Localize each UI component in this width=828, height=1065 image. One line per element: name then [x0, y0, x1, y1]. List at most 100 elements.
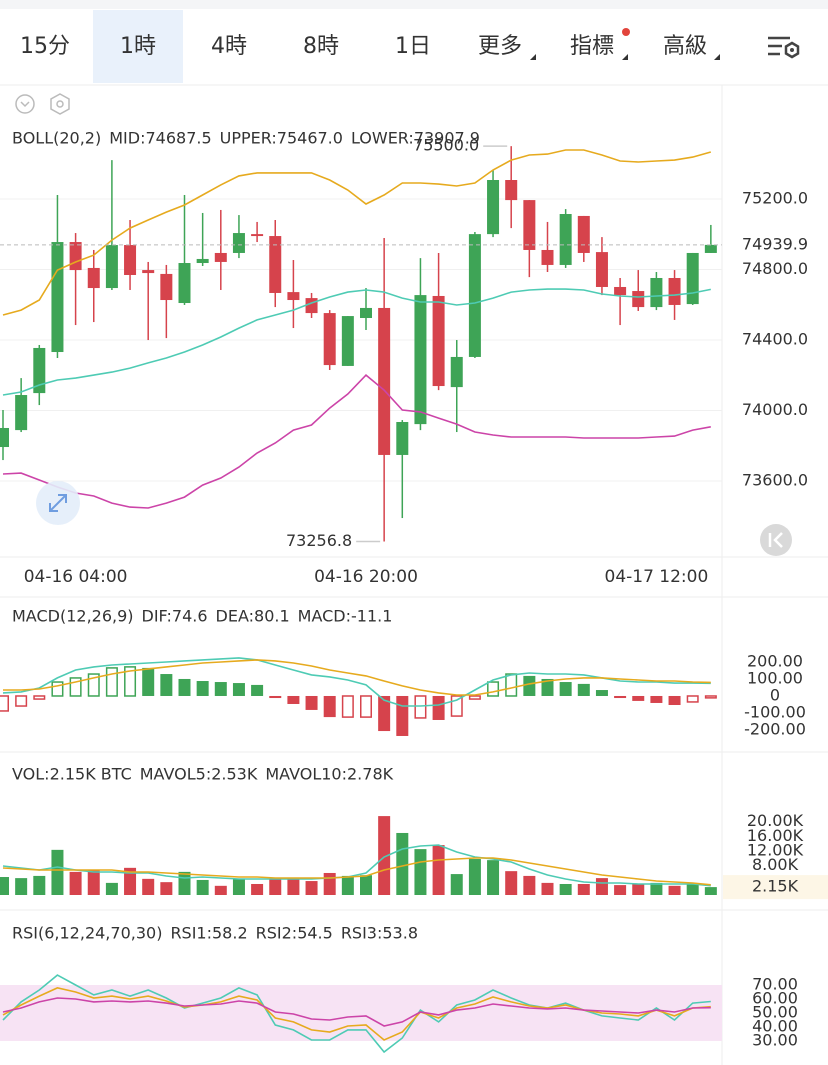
tab-active-bg[interactable] — [93, 10, 183, 83]
volume-bar — [704, 887, 717, 895]
candle-body — [450, 356, 463, 388]
macd-bar — [577, 683, 590, 696]
volume-bar — [360, 875, 372, 895]
candle-body — [686, 252, 699, 305]
dropdown-arrow — [622, 54, 628, 60]
candle-body — [269, 236, 282, 293]
tab[interactable]: 更多 — [478, 34, 522, 59]
volume-bar — [287, 878, 300, 895]
volume-bar — [396, 832, 409, 895]
candle-body — [69, 242, 82, 271]
macd-bar — [105, 667, 118, 697]
candle-body — [87, 267, 100, 289]
macd-bar — [251, 684, 264, 696]
settings-icon[interactable] — [768, 36, 800, 59]
mavol-line — [2, 844, 711, 887]
macd-bar — [360, 695, 372, 718]
macd-bar — [468, 695, 481, 700]
volume-bar — [51, 849, 64, 895]
y-tick-label: 8.00K — [752, 855, 799, 874]
candle-body — [614, 286, 627, 296]
volume-bar — [214, 885, 227, 895]
y-tick-label: 40.00 — [752, 1016, 798, 1035]
candle-body — [468, 234, 481, 357]
candle-body — [396, 421, 409, 455]
macd-bar — [704, 695, 717, 699]
volume-bar — [432, 845, 445, 895]
volume-bar — [541, 882, 554, 895]
y-tick-label: 74400.0 — [742, 330, 808, 349]
candle-body — [196, 258, 209, 264]
timeframe-toolbar: 15分 1時 4時 8時 1日 更多 指標 高級 — [20, 10, 800, 83]
boll-line — [2, 374, 711, 509]
tab[interactable]: 1時 — [120, 34, 156, 59]
settings-hex[interactable] — [50, 93, 70, 115]
tab[interactable]: 15分 — [20, 34, 70, 59]
candle-body — [323, 313, 336, 366]
volume-bar — [69, 871, 82, 895]
volume-bar — [668, 885, 681, 895]
macd-line — [3, 659, 711, 696]
candle-body — [668, 277, 681, 305]
candle-body — [559, 214, 572, 265]
y-tick-label: 70.00 — [752, 975, 798, 994]
macd-bar — [341, 695, 354, 718]
macd-bar — [178, 678, 191, 696]
mavol-line — [2, 857, 711, 886]
candle-body — [33, 347, 46, 394]
candle-body — [178, 263, 191, 304]
volume-bar — [305, 881, 318, 895]
volume-bar — [378, 816, 391, 895]
macd-bar — [650, 695, 663, 703]
volume-bar — [341, 875, 354, 895]
candle-body — [432, 295, 445, 387]
last-price-label: 74939.9 — [742, 234, 808, 253]
macd-bar — [559, 682, 572, 696]
macd-bar — [142, 667, 155, 696]
legend-entry: UPPER:75467.0 — [220, 129, 343, 148]
collapse-icon[interactable] — [15, 94, 35, 114]
volume-bar — [614, 885, 627, 895]
settings-hex-dot — [56, 100, 64, 108]
volume-bar — [105, 882, 118, 895]
volume-bar — [686, 883, 699, 895]
macd-bar — [15, 695, 28, 707]
legend-entry: RSI(6,12,24,70,30) — [12, 924, 162, 943]
candle-body — [414, 295, 427, 425]
candle-body — [124, 245, 137, 275]
volume-bar — [414, 849, 427, 895]
legend-entry: VOL:2.15K BTC — [12, 765, 132, 784]
macd-bar — [523, 675, 536, 696]
candle-body — [0, 427, 9, 448]
candle-body — [15, 395, 28, 431]
legend-entry: RSI3:53.8 — [341, 924, 418, 943]
tab[interactable]: 高級 — [663, 34, 707, 59]
chart-tools — [15, 93, 70, 115]
macd-bar — [51, 681, 64, 697]
current-volume-label: 2.15K — [752, 877, 799, 896]
tab[interactable]: 指標 — [570, 34, 614, 59]
legend-entry: MACD:-11.1 — [298, 607, 393, 626]
volume-bar — [487, 860, 500, 895]
volume-bar — [15, 878, 28, 895]
macd-line — [2, 657, 711, 707]
volume-bar — [269, 878, 282, 895]
candle-body — [541, 249, 554, 265]
macd-bar — [378, 695, 391, 732]
rsi-line — [2, 997, 711, 1027]
tab[interactable]: 4時 — [211, 34, 247, 59]
macd-bar — [0, 695, 9, 712]
macd-bar — [414, 695, 427, 719]
legend-entry: RSI2:54.5 — [256, 924, 333, 943]
legend-entry: RSI1:58.2 — [170, 924, 247, 943]
legend-entry: MID:74687.5 — [109, 129, 211, 148]
tab[interactable]: 1日 — [395, 34, 431, 59]
boll-line — [2, 288, 711, 396]
tab[interactable]: 8時 — [303, 34, 339, 59]
y-tick-label: 74000.0 — [742, 400, 808, 419]
y-tick-label: 75200.0 — [742, 189, 808, 208]
back-to-latest-icon — [768, 532, 783, 548]
y-tick-label: 30.00 — [752, 1030, 798, 1049]
